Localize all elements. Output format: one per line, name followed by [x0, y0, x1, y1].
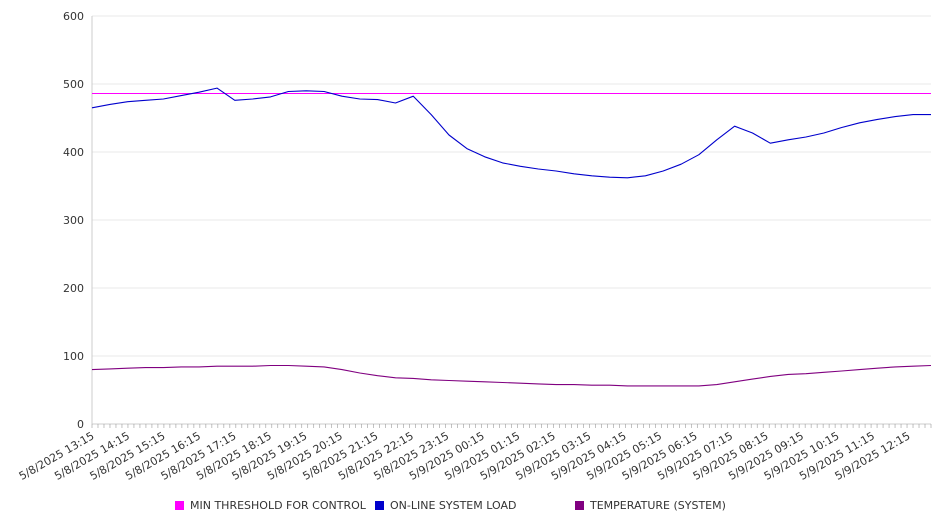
- y-tick-label: 500: [63, 78, 84, 91]
- legend-item-temperature[interactable]: TEMPERATURE (SYSTEM): [575, 499, 726, 512]
- legend: MIN THRESHOLD FOR CONTROL ON-LINE SYSTEM…: [0, 499, 946, 513]
- y-tick-label: 0: [77, 418, 84, 431]
- y-tick-label: 300: [63, 214, 84, 227]
- y-tick-label: 400: [63, 146, 84, 159]
- legend-swatch-temperature: [575, 501, 584, 510]
- series-line-1: [91, 87, 931, 179]
- legend-label-temperature: TEMPERATURE (SYSTEM): [590, 499, 726, 512]
- legend-label-threshold: MIN THRESHOLD FOR CONTROL: [190, 499, 366, 512]
- y-axis-tick-labels: 0 100 200 300 400 500 600: [63, 10, 84, 431]
- y-tick-label: 100: [63, 350, 84, 363]
- y-tick-label: 200: [63, 282, 84, 295]
- series-lines: [91, 87, 932, 387]
- series-line-2: [91, 364, 932, 387]
- legend-label-system-load: ON-LINE SYSTEM LOAD: [390, 499, 517, 512]
- y-tick-label: 600: [63, 10, 84, 23]
- gridlines: [92, 15, 931, 357]
- legend-item-threshold[interactable]: MIN THRESHOLD FOR CONTROL: [175, 499, 366, 512]
- legend-swatch-threshold: [175, 501, 184, 510]
- x-axis-tick-labels: 5/8/2025 13:155/8/2025 14:155/8/2025 15:…: [17, 429, 913, 483]
- legend-swatch-system-load: [375, 501, 384, 510]
- legend-item-system-load[interactable]: ON-LINE SYSTEM LOAD: [375, 499, 516, 512]
- axes: [91, 16, 932, 428]
